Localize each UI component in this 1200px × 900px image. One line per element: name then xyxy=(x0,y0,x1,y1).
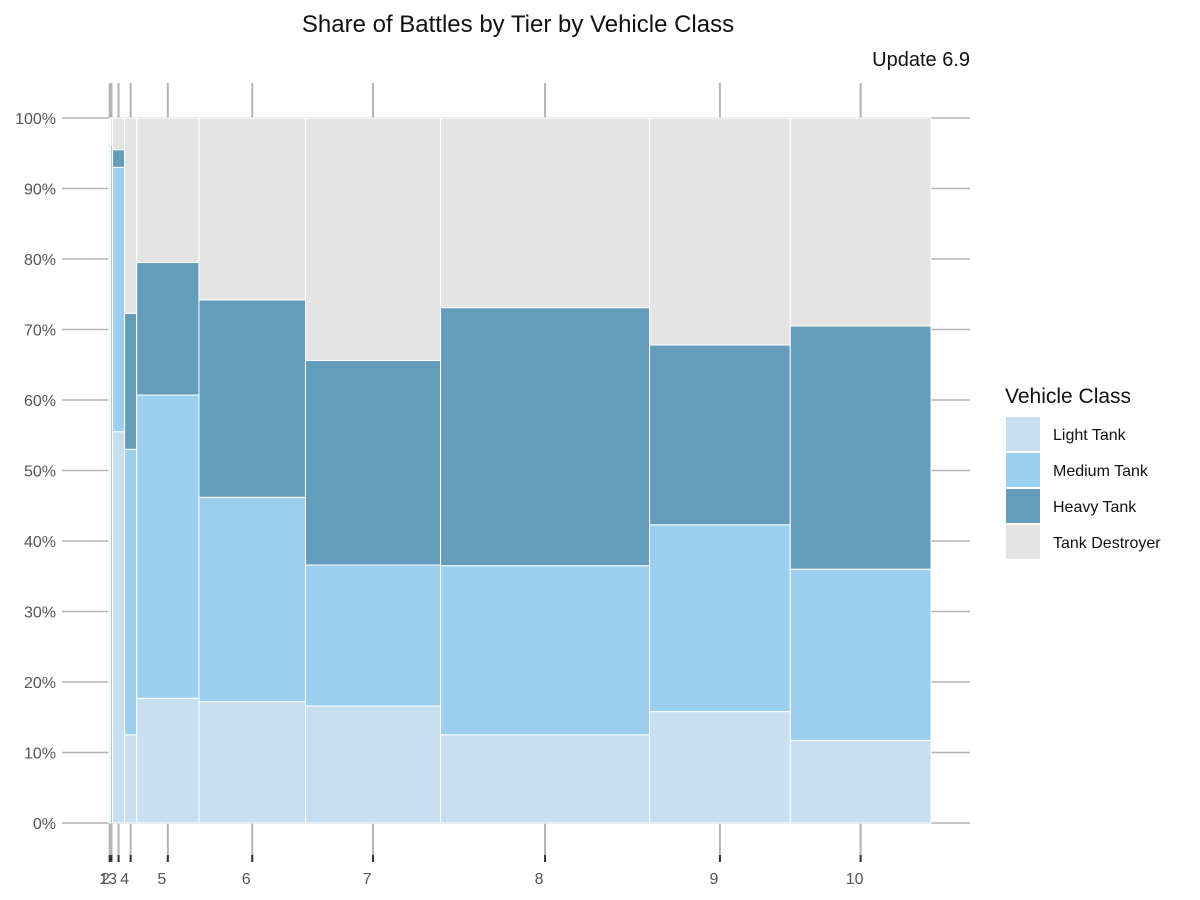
bar-segment xyxy=(112,149,126,168)
x-tick-label: 4 xyxy=(120,871,129,888)
bar-segment xyxy=(649,117,791,346)
chart-subtitle: Update 6.9 xyxy=(872,49,970,71)
bar-segment xyxy=(649,524,791,713)
y-tick-label: 40% xyxy=(24,534,56,551)
legend-label: Heavy Tank xyxy=(1053,499,1137,516)
bar-segment xyxy=(440,117,651,309)
bar-segment xyxy=(112,431,126,824)
bar-segment xyxy=(440,734,651,824)
bar-segment xyxy=(112,117,126,151)
bar-segment xyxy=(440,565,651,736)
x-tick-label: 8 xyxy=(535,871,544,888)
legend-label: Medium Tank xyxy=(1053,463,1149,480)
legend-title: Vehicle Class xyxy=(1005,385,1131,408)
bar-segments xyxy=(108,117,932,824)
bar-segment xyxy=(649,344,791,526)
bar-segment xyxy=(124,734,138,824)
bar-segment xyxy=(136,697,200,824)
bar-segment xyxy=(789,568,932,742)
bar-segment xyxy=(789,117,932,327)
legend: Vehicle Class Light Tank Medium Tank Heavy… xyxy=(1005,385,1161,559)
bar-segment xyxy=(198,117,307,301)
y-tick-label: 50% xyxy=(24,464,56,481)
y-tick-label: 60% xyxy=(24,393,56,410)
bar-segment xyxy=(305,117,442,362)
y-tick-label: 30% xyxy=(24,605,56,622)
y-tick-label: 80% xyxy=(24,252,56,269)
bar-segment xyxy=(124,312,138,450)
x-axis: 123 4 5 6 7 8 9 10 xyxy=(99,83,864,888)
x-tick-label: 6 xyxy=(242,871,251,888)
legend-swatch xyxy=(1006,417,1040,451)
bar-segment xyxy=(198,299,307,498)
bar-segment xyxy=(305,564,442,707)
legend-label: Tank Destroyer xyxy=(1053,535,1161,552)
legend-swatch xyxy=(1006,525,1040,559)
bar-segment xyxy=(305,705,442,824)
x-tick-label: 10 xyxy=(846,871,864,888)
bar-segment xyxy=(198,496,307,703)
bar-segment xyxy=(124,117,138,314)
y-tick-label: 20% xyxy=(24,675,56,692)
bar-segment xyxy=(136,262,200,396)
x-tick-label: 5 xyxy=(157,871,166,888)
bar-segment xyxy=(136,394,200,699)
bar-segment xyxy=(124,448,138,736)
bar-segment xyxy=(305,360,442,566)
chart-title: Share of Battles by Tier by Vehicle Clas… xyxy=(302,11,734,38)
bar-segment xyxy=(440,307,651,567)
bar-segment xyxy=(112,166,126,433)
x-tick-label: 1 xyxy=(99,871,108,888)
y-tick-label: 70% xyxy=(24,323,56,340)
y-tick-label: 0% xyxy=(33,816,56,833)
bar-segment xyxy=(198,701,307,824)
bar-segment xyxy=(789,325,932,570)
bar-segment xyxy=(789,740,932,824)
x-tick-label: 9 xyxy=(709,871,718,888)
bar-segment xyxy=(136,117,200,264)
y-tick-label: 90% xyxy=(24,182,56,199)
x-tick-label: 3 xyxy=(108,871,117,888)
legend-swatch xyxy=(1006,453,1040,487)
legend-label: Light Tank xyxy=(1053,427,1127,444)
x-tick-label: 7 xyxy=(363,871,372,888)
bar-segment xyxy=(649,711,791,824)
x-tick-label: 2 xyxy=(101,871,110,888)
legend-swatch xyxy=(1006,489,1040,523)
y-tick-label: 10% xyxy=(24,746,56,763)
y-tick-label: 100% xyxy=(15,111,56,128)
